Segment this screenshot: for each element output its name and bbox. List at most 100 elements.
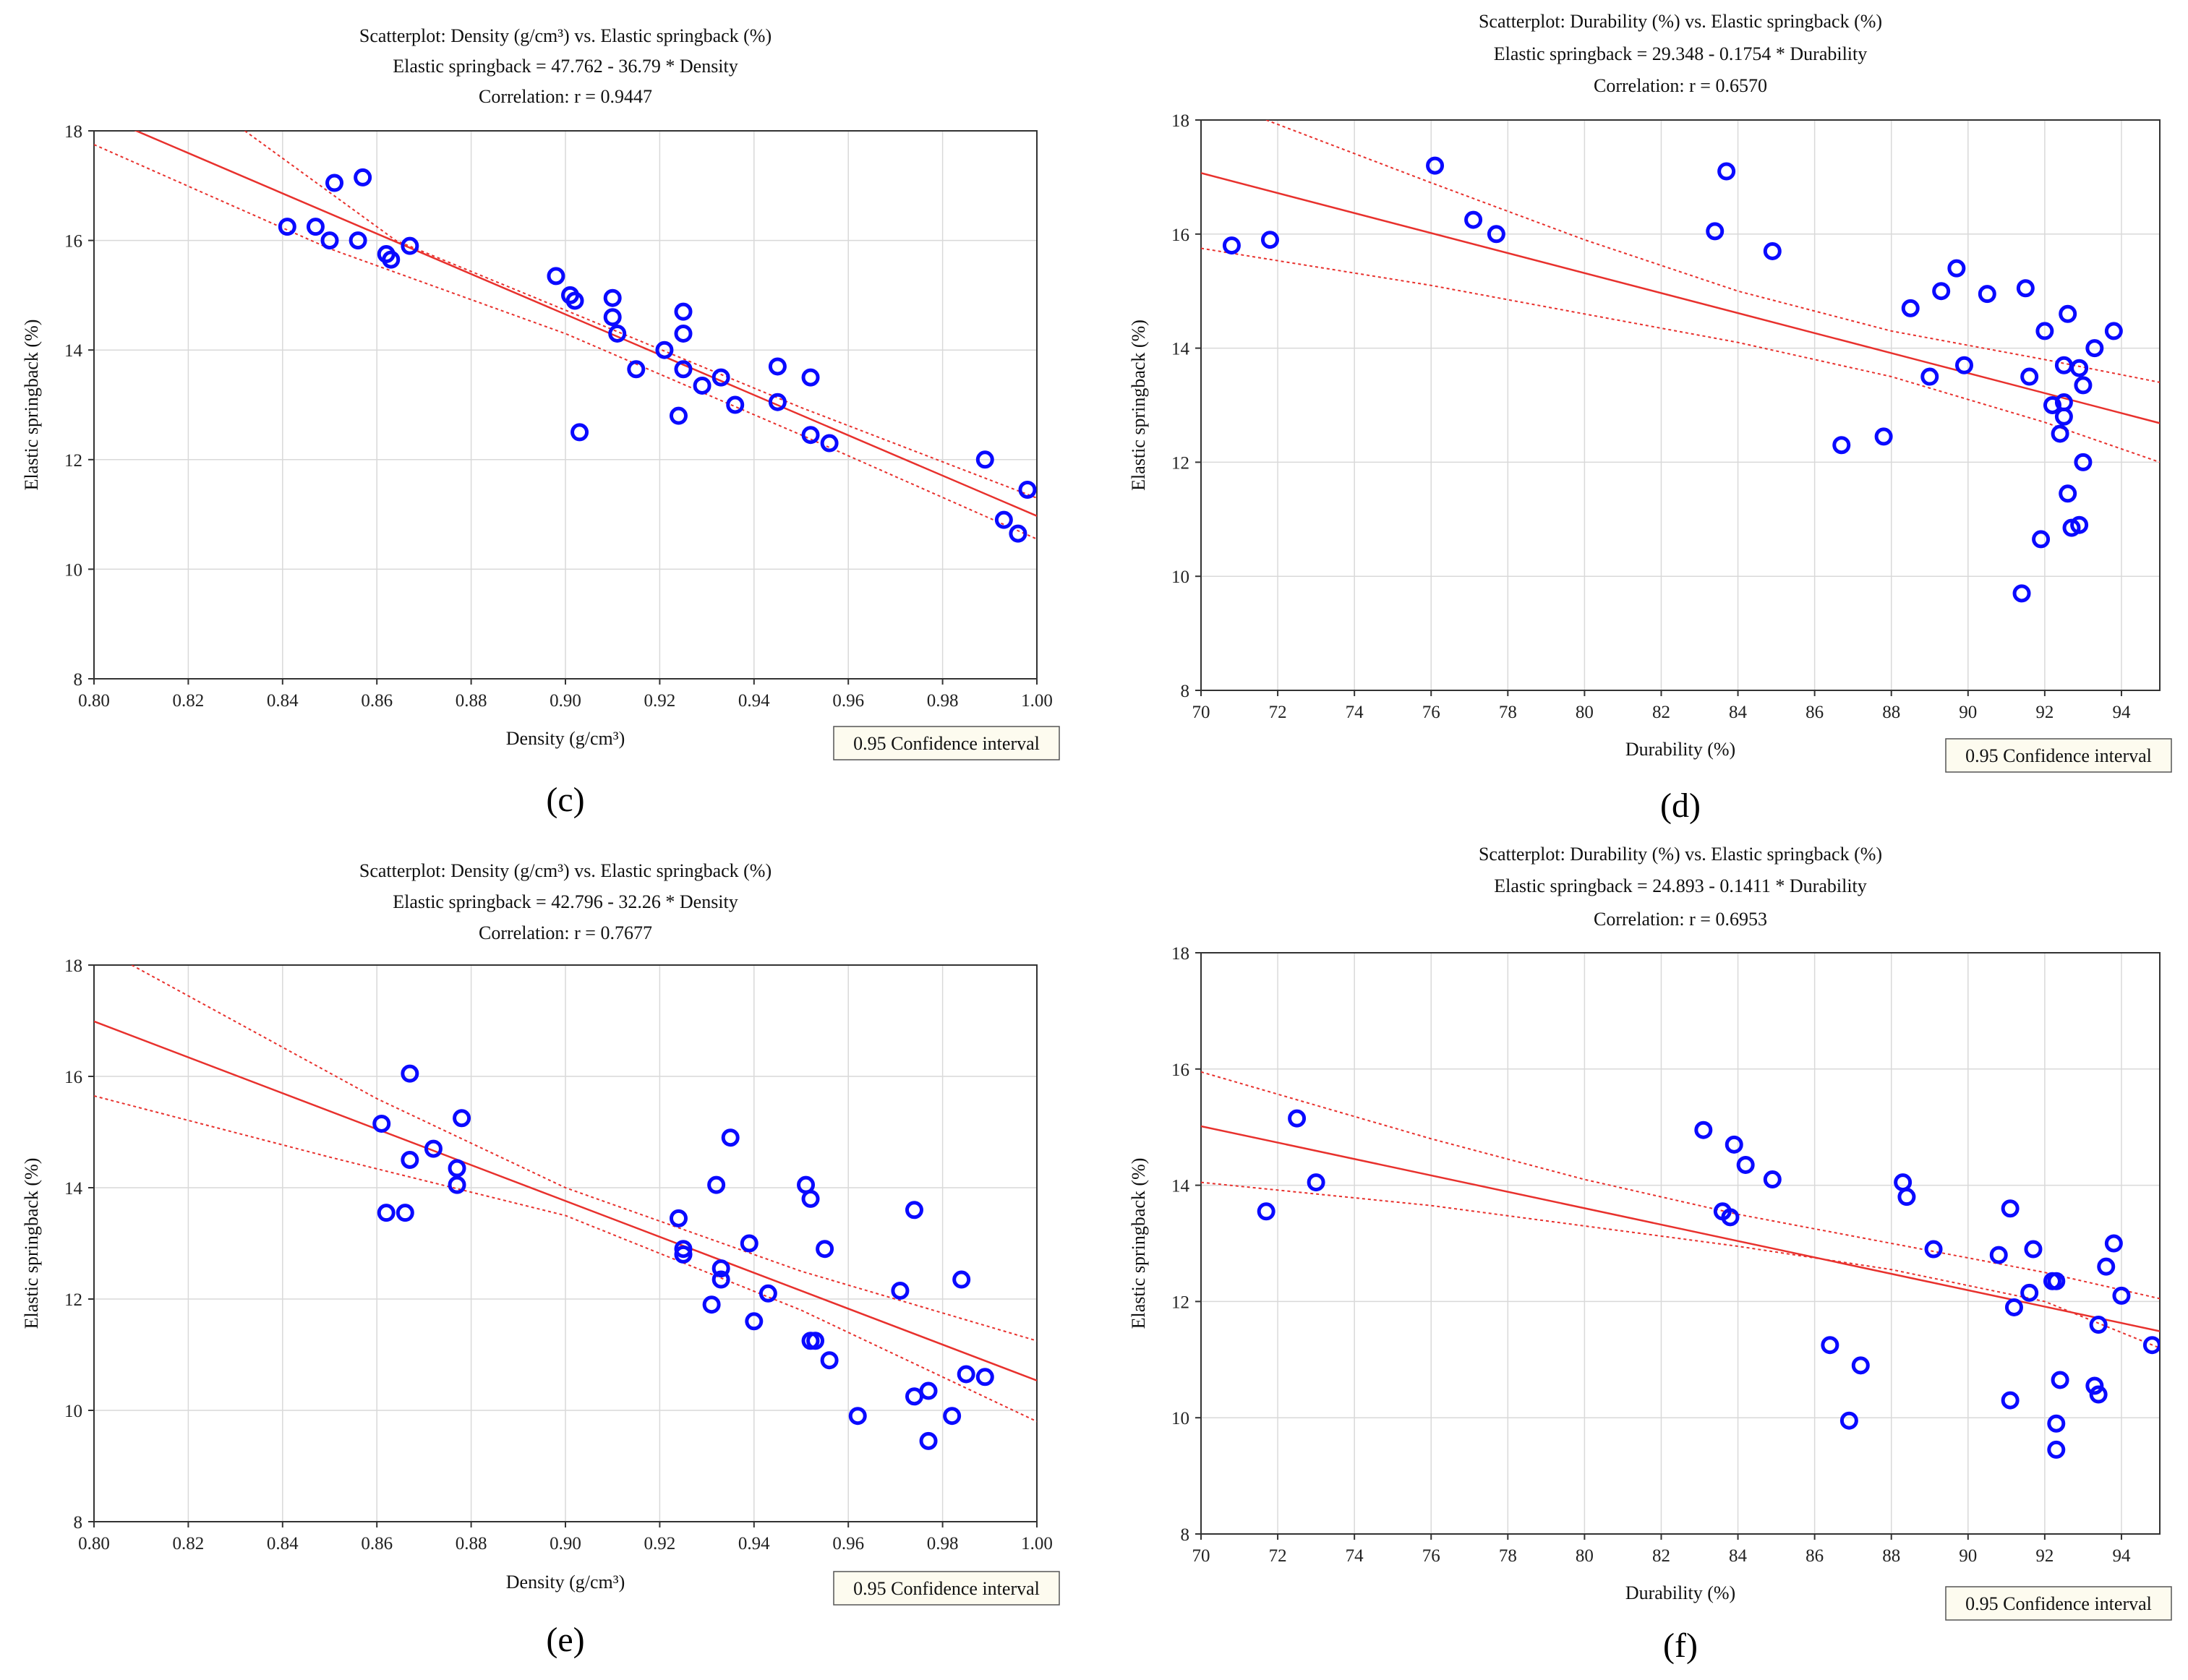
data-point (2001, 1391, 2020, 1410)
x-tick-label: 70 (1192, 703, 1210, 722)
x-tick-label: 0.94 (738, 691, 770, 711)
chart-panel-f: 70 72 74 76 78 80 82 84 86 88 90 92 94 8 10 12 14 16 18 Sca… (1128, 844, 2172, 1665)
data-point (1821, 1336, 1839, 1355)
x-tick-label: 88 (1882, 1546, 1900, 1566)
data-point (919, 1431, 938, 1450)
data-point (2051, 1371, 2069, 1389)
x-tick-label: 94 (2112, 1546, 2131, 1566)
data-point (721, 1128, 740, 1147)
x-axis-label: Density (g/cm³) (506, 1572, 625, 1593)
ci-lower-line (94, 1095, 1037, 1423)
data-point (448, 1175, 466, 1194)
chart-title-line-3: Correlation: r = 0.6953 (1594, 909, 1767, 930)
data-point (2047, 1272, 2066, 1290)
data-point (2047, 1440, 2066, 1459)
data-point (382, 250, 401, 269)
y-tick-label: 18 (64, 956, 82, 976)
data-point (627, 360, 646, 379)
legend-box (1945, 738, 2172, 773)
chart-title-line-2: Elastic springback = 42.796 - 32.26 * De… (393, 891, 738, 912)
data-point (2051, 424, 2069, 443)
data-point (603, 288, 622, 307)
data-point (2054, 356, 2073, 374)
y-tick-label: 14 (1171, 340, 1190, 359)
plot-content (1201, 120, 2160, 603)
y-tick-label: 12 (64, 1290, 82, 1310)
regression-line (1201, 1125, 2160, 1332)
ci-lower-line (1201, 1181, 2160, 1349)
data-point (768, 393, 787, 411)
data-point (2089, 1316, 2108, 1334)
chart-title-line-3: Correlation: r = 0.9447 (479, 86, 652, 107)
data-point (1947, 259, 1966, 278)
data-point (2047, 1414, 2066, 1433)
data-point (2012, 584, 2031, 603)
chart-title-line-1: Scatterplot: Durability (%) vs. Elastic … (1479, 11, 1882, 32)
plot-frame (1200, 119, 2161, 691)
chart-title-line-1: Scatterplot: Durability (%) vs. Elastic … (1479, 844, 1882, 865)
data-point (424, 1139, 443, 1158)
data-point (2032, 530, 2051, 549)
regression-line (134, 131, 1037, 517)
x-tick-label: 76 (1422, 1546, 1440, 1566)
data-point (768, 357, 787, 376)
data-point (905, 1201, 923, 1220)
data-point (2043, 396, 2061, 414)
data-point (1018, 480, 1037, 499)
data-point (1257, 1202, 1275, 1221)
data-point (820, 1351, 839, 1370)
data-point (707, 1175, 726, 1194)
x-tick-label: 0.88 (456, 691, 487, 711)
data-point (975, 1368, 994, 1387)
data-point (674, 302, 693, 321)
legend-box (1945, 1586, 2172, 1621)
data-point (1932, 282, 1951, 301)
y-tick-label: 16 (1171, 1060, 1189, 1080)
data-point (2035, 322, 2054, 340)
data-point (1989, 1246, 2008, 1264)
ci-upper-line (244, 131, 1037, 499)
data-point (1920, 367, 1939, 386)
data-point (674, 1245, 693, 1264)
data-point (320, 231, 339, 250)
y-axis-label: Elastic springback (%) (21, 320, 42, 491)
data-point (801, 368, 820, 387)
chart-title-line-1: Scatterplot: Density (g/cm³) vs. Elastic… (359, 860, 772, 881)
data-point (2112, 1286, 2131, 1305)
data-point (2059, 304, 2077, 323)
data-point (674, 360, 693, 379)
y-tick-label: 14 (1171, 1177, 1190, 1196)
data-point (1725, 1135, 1743, 1154)
data-point (711, 1259, 730, 1278)
x-tick-label: 74 (1346, 703, 1364, 722)
data-point (2104, 1234, 2123, 1253)
data-point (306, 218, 325, 236)
y-tick-label: 18 (1171, 944, 1189, 964)
data-point (1706, 222, 1725, 241)
y-tick-label: 8 (1181, 682, 1190, 701)
x-axis-label: Durability (%) (1625, 1582, 1735, 1603)
chart-title-line-2: Elastic springback = 47.762 - 36.79 * De… (393, 56, 738, 77)
data-point (1954, 356, 1973, 374)
x-tick-label: 0.88 (456, 1534, 487, 1553)
data-point (570, 423, 589, 442)
ci-lower-line (1201, 247, 2160, 463)
data-point (1260, 231, 1279, 249)
x-tick-label: 0.92 (644, 691, 676, 711)
x-tick-label: 74 (1346, 1546, 1364, 1566)
chart-title-line-2: Elastic springback = 24.893 - 0.1411 * D… (1494, 875, 1867, 896)
legend-box (833, 1571, 1060, 1606)
x-tick-label: 0.96 (832, 1534, 864, 1553)
x-tick-label: 0.86 (361, 1534, 393, 1553)
y-tick-label: 16 (1171, 226, 1189, 245)
data-point (994, 510, 1013, 529)
plot-content (94, 965, 1037, 1450)
legend-box (833, 726, 1060, 760)
data-point (952, 1270, 971, 1289)
regression-line (94, 1020, 1037, 1381)
y-axis-label: Elastic springback (%) (1128, 1158, 1149, 1329)
ci-lower-line (94, 144, 1037, 540)
chart-title-line-3: Correlation: r = 0.7677 (479, 922, 652, 943)
x-tick-label: 86 (1805, 1546, 1824, 1566)
data-point (711, 368, 730, 387)
